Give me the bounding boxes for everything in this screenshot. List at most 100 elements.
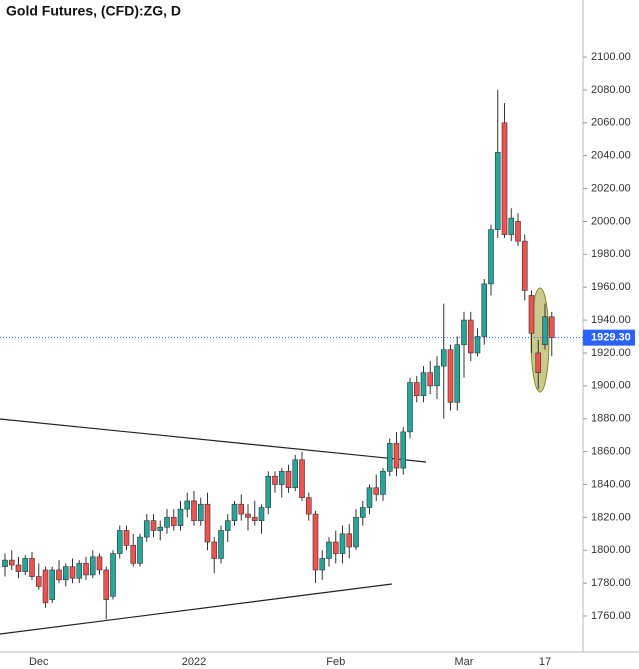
candle-body xyxy=(305,497,312,515)
candle-body xyxy=(332,541,339,554)
candle-body xyxy=(8,559,15,566)
y-tick-label: 2100.00 xyxy=(591,51,631,63)
candle-body xyxy=(204,503,211,543)
candle-body xyxy=(319,558,326,571)
candle-body xyxy=(386,443,393,472)
candle-body xyxy=(56,569,62,581)
candle-body xyxy=(2,559,8,567)
candle-body xyxy=(488,229,494,285)
candle-body xyxy=(278,471,285,485)
candle-body xyxy=(542,316,548,346)
candle-body xyxy=(83,563,89,576)
candle-body xyxy=(312,513,319,571)
candle-body xyxy=(447,349,454,403)
y-tick-label: 1940.00 xyxy=(591,314,631,326)
candle-body xyxy=(157,526,164,531)
candle-body xyxy=(434,365,440,387)
candle-body xyxy=(461,319,467,346)
candle-body xyxy=(359,507,366,518)
candle-body xyxy=(481,283,488,337)
candle-body xyxy=(548,316,555,338)
candle-body xyxy=(501,122,508,235)
candle-body xyxy=(440,349,447,367)
candle-body xyxy=(285,471,292,489)
candle-body xyxy=(62,566,69,581)
candle-body xyxy=(76,563,83,579)
candle-body xyxy=(130,545,137,564)
candle-body xyxy=(467,319,474,354)
candle-body xyxy=(22,558,29,572)
candle-body xyxy=(366,487,373,508)
y-tick-label: 1920.00 xyxy=(591,347,631,359)
candle-body xyxy=(251,517,258,521)
candle-body xyxy=(521,240,528,291)
candle-body xyxy=(454,344,461,403)
candle-body xyxy=(265,475,272,508)
candle-body xyxy=(339,533,346,554)
candle-body xyxy=(170,517,177,526)
candle-body xyxy=(420,372,427,397)
candle-body xyxy=(238,503,245,515)
y-tick-label: 1900.00 xyxy=(591,380,631,392)
candle-body xyxy=(224,520,231,531)
y-tick-label: 2060.00 xyxy=(591,117,631,129)
candle-body xyxy=(49,569,56,600)
candle-body xyxy=(373,487,380,495)
candle-body xyxy=(123,530,130,546)
candle-body xyxy=(400,431,407,469)
y-tick-label: 1840.00 xyxy=(591,478,631,490)
candle-body xyxy=(299,459,305,498)
candle-body xyxy=(184,500,191,510)
candle-body xyxy=(393,443,400,469)
candle-body xyxy=(258,507,265,521)
candle-body xyxy=(528,295,535,334)
y-tick-label: 1980.00 xyxy=(591,248,631,260)
candle-body xyxy=(35,576,42,587)
current-price-label: 1929.30 xyxy=(591,332,631,344)
y-tick-label: 1760.00 xyxy=(591,610,631,622)
trend-line xyxy=(0,583,393,635)
candle-body xyxy=(15,564,22,572)
y-tick-label: 2000.00 xyxy=(591,215,631,227)
candle-body xyxy=(380,471,386,495)
y-tick-label: 2040.00 xyxy=(591,150,631,162)
candle-body xyxy=(474,336,481,354)
candle-body xyxy=(326,541,332,559)
candle-body xyxy=(143,520,150,538)
candle-body xyxy=(272,475,278,485)
candle-body xyxy=(69,566,76,579)
candle-body xyxy=(494,152,501,230)
candle-body xyxy=(191,500,197,521)
candle-body xyxy=(137,536,143,564)
candle-body xyxy=(110,553,116,597)
candle-body xyxy=(150,520,157,531)
candle-body xyxy=(353,517,359,548)
candle-body xyxy=(535,352,542,373)
candle-body xyxy=(177,508,184,526)
candle-body xyxy=(89,556,96,576)
current-price-box xyxy=(583,329,635,346)
candle-body xyxy=(245,513,251,518)
y-tick-label: 1780.00 xyxy=(591,577,631,589)
candle-body xyxy=(197,503,204,521)
y-tick-label: 1820.00 xyxy=(591,511,631,523)
chart-title: Gold Futures, (CFD):ZG, D xyxy=(6,3,181,19)
candle-body xyxy=(218,530,224,559)
x-tick-label: Mar xyxy=(455,656,474,668)
candle-body xyxy=(211,541,218,559)
y-tick-label: 2080.00 xyxy=(591,84,631,96)
candle-body xyxy=(413,382,420,397)
candle-body xyxy=(116,530,123,554)
y-tick-label: 1880.00 xyxy=(591,413,631,425)
x-tick-label: 2022 xyxy=(182,656,206,668)
x-tick-label: 17 xyxy=(539,656,551,668)
candle-body xyxy=(164,517,170,528)
candle-body xyxy=(29,558,35,577)
y-tick-label: 2020.00 xyxy=(591,182,631,194)
candle-body xyxy=(42,569,49,604)
y-tick-label: 1800.00 xyxy=(591,544,631,556)
y-tick-label: 1860.00 xyxy=(591,446,631,458)
x-tick-label: Feb xyxy=(326,656,345,668)
candle-body xyxy=(292,459,299,489)
